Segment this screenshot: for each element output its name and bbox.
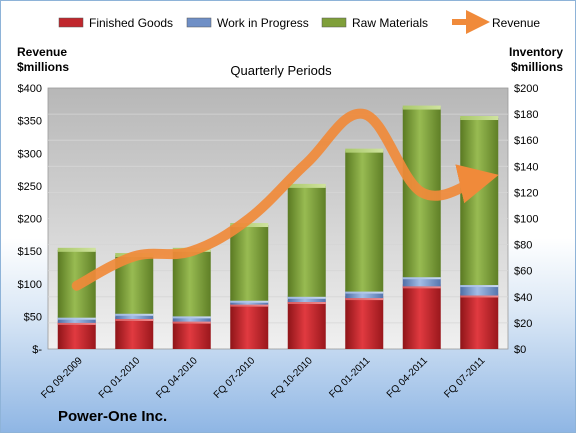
- left-tick-label: $250: [18, 181, 42, 193]
- bar-cap: [345, 148, 384, 153]
- bar-raw-materials: [345, 150, 384, 292]
- right-tick-label: $60: [514, 266, 532, 278]
- right-tick-label: $180: [514, 109, 538, 121]
- x-tick-label: FQ 04-2010: [154, 355, 200, 401]
- legend-label: Finished Goods: [89, 16, 173, 30]
- bar-finished-goods: [287, 302, 326, 349]
- chart-title: Quarterly Periods: [230, 63, 332, 78]
- left-tick-label: $100: [18, 279, 42, 291]
- legend-item-work-in-progress: Work in Progress: [186, 16, 309, 30]
- bar-cap: [287, 183, 326, 188]
- bar-work-in-progress: [172, 316, 211, 322]
- bar-work-in-progress: [57, 317, 96, 323]
- right-tick-label: $200: [514, 83, 538, 95]
- bar-raw-materials: [230, 225, 269, 301]
- bar-finished-goods: [57, 322, 96, 349]
- legend-swatch: [321, 17, 347, 28]
- bar-raw-materials: [172, 249, 211, 317]
- bar-cap: [402, 105, 441, 110]
- bar-raw-materials: [287, 185, 326, 297]
- x-tick-label: FQ 01-2011: [327, 355, 372, 400]
- bar-cap: [402, 275, 441, 280]
- right-axis-label-line2: $millions: [511, 60, 563, 74]
- legend-label: Revenue: [492, 16, 540, 30]
- left-axis-label-line2: $millions: [17, 60, 69, 74]
- bar-cap: [115, 311, 154, 316]
- bar-raw-materials: [460, 118, 499, 286]
- x-tick-label: FQ 04-2011: [385, 355, 430, 400]
- bar-work-in-progress: [402, 277, 441, 287]
- right-axis: $0 $20 $40 $60 $80 $100 $120 $140 $160 $180 $200: [514, 83, 538, 356]
- left-tick-label: $150: [18, 246, 42, 258]
- left-tick-label: $200: [18, 214, 42, 226]
- bar-finished-goods: [402, 286, 441, 349]
- legend-label: Raw Materials: [352, 16, 428, 30]
- left-axis-label-line1: Revenue: [17, 45, 67, 59]
- right-tick-label: $120: [514, 187, 538, 199]
- right-tick-label: $160: [514, 135, 538, 147]
- bar-finished-goods: [115, 318, 154, 349]
- x-tick-label: FQ 01-2010: [97, 355, 143, 401]
- bar-work-in-progress: [115, 313, 154, 319]
- legend-item-raw-materials: Raw Materials: [321, 16, 428, 30]
- legend-swatch: [186, 17, 212, 28]
- right-axis-label-line1: Inventory: [509, 45, 563, 59]
- left-tick-label: $-: [32, 344, 42, 356]
- bar-finished-goods: [460, 295, 499, 349]
- bar-finished-goods: [172, 321, 211, 349]
- x-tick-label: FQ 10-2010: [269, 355, 315, 401]
- bar-cap: [230, 223, 269, 228]
- bar-finished-goods: [230, 304, 269, 349]
- x-tick-label: FQ 09-2009: [39, 355, 85, 401]
- x-axis: FQ 09-2009 FQ 01-2010 FQ 04-2010 FQ 07-2010…: [39, 355, 487, 401]
- revenue-line-path: [71, 108, 499, 291]
- company-name: Power-One Inc.: [58, 408, 167, 425]
- legend-swatch: [58, 17, 84, 28]
- bar-work-in-progress: [460, 285, 499, 296]
- right-tick-label: $80: [514, 240, 532, 252]
- legend-item-revenue: Revenue: [452, 10, 540, 34]
- right-tick-label: $100: [514, 214, 538, 226]
- revenue-line: [71, 108, 499, 291]
- right-tick-label: $40: [514, 292, 532, 304]
- left-tick-label: $300: [18, 148, 42, 160]
- bar-cap: [460, 116, 499, 121]
- left-tick-label: $50: [24, 311, 42, 323]
- legend-label: Work in Progress: [217, 16, 309, 30]
- left-tick-label: $350: [18, 116, 42, 128]
- right-tick-label: $140: [514, 161, 538, 173]
- left-tick-label: $400: [18, 83, 42, 95]
- left-axis: $- $50 $100 $150 $200 $250 $300 $350 $400: [18, 83, 43, 356]
- right-tick-label: $0: [514, 344, 526, 356]
- bar-cap: [57, 247, 96, 252]
- legend: Finished Goods Work in Progress Raw Materi…: [58, 10, 540, 34]
- right-tick-label: $20: [514, 318, 532, 330]
- legend-item-finished-goods: Finished Goods: [58, 16, 173, 30]
- x-tick-label: FQ 07-2010: [212, 355, 258, 401]
- bar-work-in-progress: [287, 296, 326, 303]
- bar-finished-goods: [345, 298, 384, 349]
- x-tick-label: FQ 07-2011: [442, 355, 487, 400]
- bar-cap: [345, 296, 384, 301]
- bar-work-in-progress: [345, 291, 384, 299]
